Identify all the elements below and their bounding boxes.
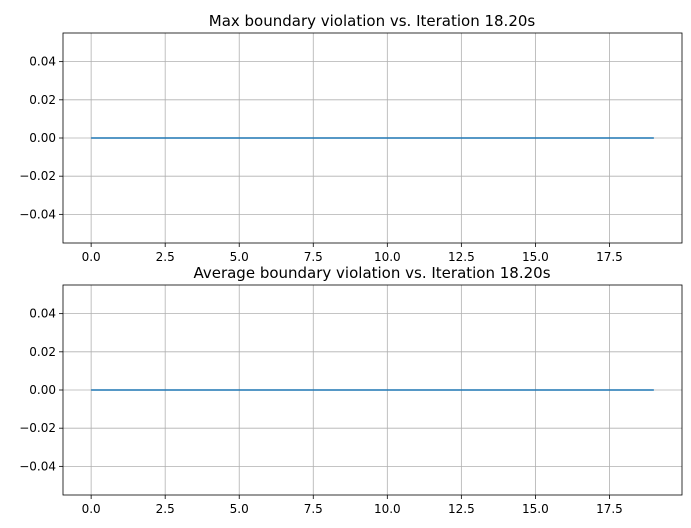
y-tick-label: −0.02 [19,169,56,183]
x-tick-label: 15.0 [522,250,549,264]
x-tick-label: 17.5 [596,250,623,264]
y-tick-label: 0.04 [29,307,56,321]
chart-title: Max boundary violation vs. Iteration 18.… [209,12,536,30]
x-tick-label: 0.0 [82,502,101,516]
x-tick-label: 10.0 [374,250,401,264]
axes-frame [62,284,683,496]
x-tick-label: 0.0 [82,250,101,264]
subplot-average-violation: Average boundary violation vs. Iteration… [19,264,683,516]
x-tick-label: 12.5 [448,502,475,516]
chart-title: Average boundary violation vs. Iteration… [193,264,550,282]
x-tick-label: 12.5 [448,250,475,264]
y-tick-label: 0.00 [29,131,56,145]
x-tick-label: 7.5 [304,502,323,516]
x-tick-label: 5.0 [230,502,249,516]
y-tick-label: −0.02 [19,421,56,435]
x-tick-label: 17.5 [596,502,623,516]
subplot-max-violation: Max boundary violation vs. Iteration 18.… [19,12,683,264]
plot-area: 0.0 2.5 5.0 7.5 10.0 12.5 15.0 17.5 0.04 0.02 0.00… [19,284,683,516]
x-tick-label: 2.5 [156,502,175,516]
y-tick-label: 0.00 [29,383,56,397]
plot-area: 0.0 2.5 5.0 7.5 10.0 12.5 15.0 17.5 0.04 0.02 0.00… [19,32,683,264]
y-tick-label: 0.02 [29,93,56,107]
y-tick-label: 0.04 [29,55,56,69]
y-tick-label: −0.04 [19,459,56,473]
x-tick-label: 15.0 [522,502,549,516]
x-tick-label: 5.0 [230,250,249,264]
axes-frame [62,32,683,244]
y-tick-label: 0.02 [29,345,56,359]
x-tick-label: 2.5 [156,250,175,264]
x-tick-label: 10.0 [374,502,401,516]
y-tick-label: −0.04 [19,207,56,221]
x-tick-label: 7.5 [304,250,323,264]
